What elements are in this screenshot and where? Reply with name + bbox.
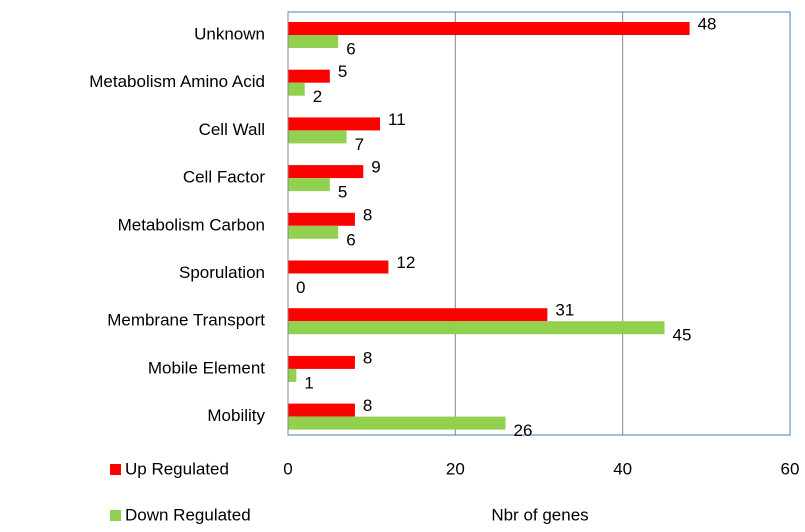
data-label: 48 <box>698 14 717 33</box>
category-label: Membrane Transport <box>107 311 265 330</box>
bar <box>288 35 339 48</box>
bar <box>288 416 506 430</box>
category-label: Sporulation <box>179 263 265 282</box>
data-label: 0 <box>296 278 305 297</box>
data-label: 1 <box>304 373 313 392</box>
bar <box>288 212 355 226</box>
bar <box>288 403 355 417</box>
bar <box>288 69 330 83</box>
category-label: Cell Factor <box>183 168 266 187</box>
data-label: 5 <box>338 62 347 81</box>
category-label: Metabolism Carbon <box>118 215 265 234</box>
x-tick-label: 60 <box>781 459 800 478</box>
data-label: 12 <box>396 253 415 272</box>
data-label: 31 <box>555 301 574 320</box>
data-label: 6 <box>346 230 355 249</box>
legend-swatch <box>110 510 121 521</box>
category-label: Unknown <box>194 24 265 43</box>
category-label: Mobility <box>207 406 265 425</box>
data-label: 6 <box>346 39 355 58</box>
data-label: 11 <box>388 110 406 129</box>
data-label: 7 <box>355 135 364 154</box>
data-label: 8 <box>363 396 372 415</box>
x-axis-label: Nbr of genes <box>491 505 588 524</box>
data-label: 2 <box>313 87 322 106</box>
bar <box>288 260 389 274</box>
legend-label: Up Regulated <box>125 459 229 478</box>
legend-swatch <box>110 464 121 475</box>
x-tick-label: 40 <box>613 459 632 478</box>
data-label: 26 <box>514 421 533 440</box>
data-label: 5 <box>338 183 347 202</box>
data-label: 8 <box>363 348 372 367</box>
bar <box>288 117 381 131</box>
bar <box>288 178 330 192</box>
bar <box>288 321 665 335</box>
legend-label: Down Regulated <box>125 505 251 524</box>
data-label: 45 <box>673 326 692 345</box>
bar <box>288 130 347 144</box>
bar <box>288 82 305 96</box>
bar <box>288 368 297 382</box>
data-label: 8 <box>363 205 372 224</box>
bar <box>288 225 339 239</box>
data-label: 9 <box>371 158 380 177</box>
bar <box>288 355 355 369</box>
category-label: Cell Wall <box>199 120 265 139</box>
bar <box>288 22 690 35</box>
bar <box>288 308 548 322</box>
x-tick-label: 0 <box>283 459 292 478</box>
category-label: Metabolism Amino Acid <box>89 72 265 91</box>
bar <box>288 165 364 179</box>
category-label: Mobile Element <box>148 358 265 377</box>
x-tick-label: 20 <box>446 459 465 478</box>
